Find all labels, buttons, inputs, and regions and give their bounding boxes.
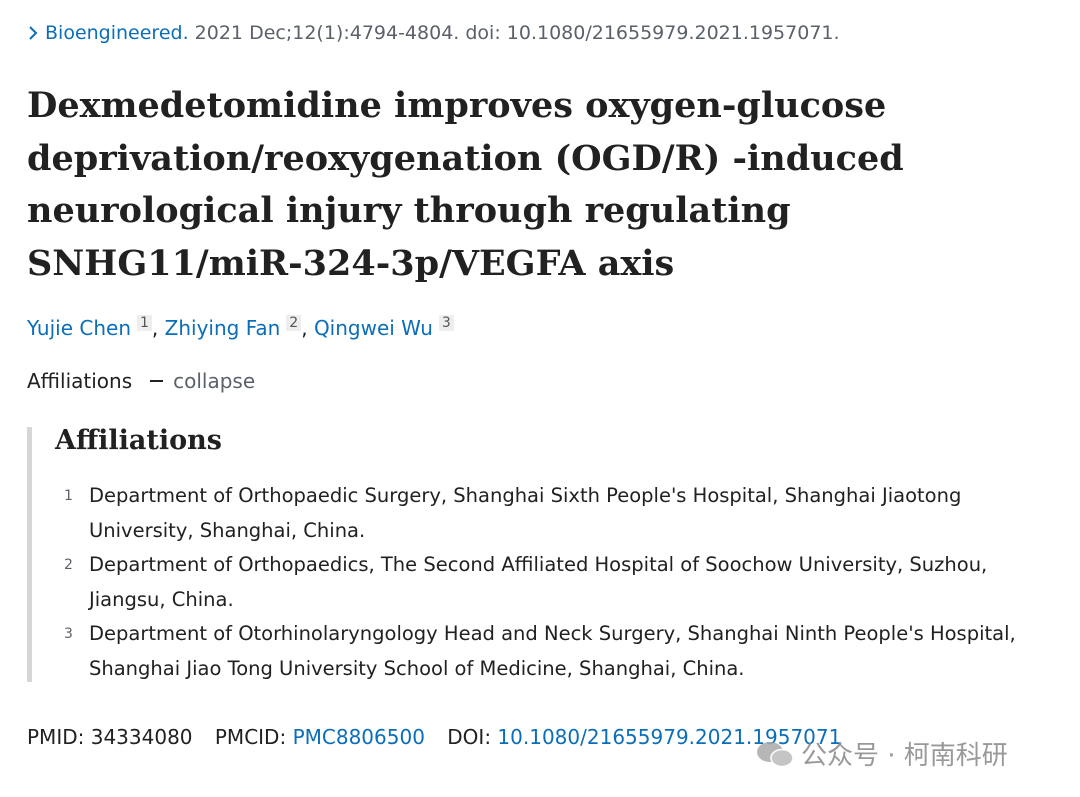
affiliation-ref[interactable]: 1: [137, 315, 152, 331]
author-link[interactable]: Yujie Chen: [27, 316, 131, 340]
chevron-icon: [29, 26, 38, 40]
wechat-icon: [757, 742, 794, 768]
doi-link[interactable]: 10.1080/21655979.2021.1957071: [497, 725, 842, 749]
affiliation-ref[interactable]: 2: [286, 315, 302, 331]
doi-label: DOI:: [447, 725, 492, 749]
watermark-text: 公众号 · 柯南科研: [801, 741, 1008, 771]
pmid-label: PMID:: [27, 725, 85, 749]
affiliations-toggle[interactable]: Affiliations collapse: [27, 369, 255, 393]
toggle-action: collapse: [173, 369, 256, 393]
collapse-icon: [150, 380, 164, 382]
affiliation-ref[interactable]: 3: [438, 315, 454, 331]
separator: ,: [301, 316, 308, 340]
identifiers: PMID: 34334080 PMCID: PMC8806500 DOI: 10…: [27, 725, 841, 749]
pmcid-label: PMCID:: [214, 725, 287, 749]
author-link[interactable]: Zhiying Fan: [164, 316, 281, 340]
authors: Yujie Chen 1, Zhiying Fan 2, Qingwei Wu 3: [27, 315, 454, 340]
affiliations-heading: Affiliations: [55, 425, 222, 456]
affiliation-item: 1 Department of Orthopaedic Surgery, Shan…: [64, 479, 1054, 548]
article-title: Dexmedetomidine improves oxygen-glucose …: [27, 85, 904, 284]
affiliation-item: 3 Department of Otorhinolaryngology Head …: [64, 617, 1054, 686]
affiliations-list: 1 Department of Orthopaedic Surgery, Shan…: [64, 479, 1054, 686]
pmcid-link[interactable]: PMC8806500: [292, 725, 425, 749]
citation: Bioengineered. 2021 Dec;12(1):4794-4804.…: [27, 22, 840, 44]
watermark: 公众号 · 柯南科研: [755, 735, 1008, 772]
affiliations-panel: Affiliations 1 Department of Orthopaedic …: [27, 425, 1062, 682]
affiliation-number: 2: [64, 557, 73, 573]
affiliation-number: 1: [64, 488, 73, 504]
affiliation-text: Department of Orthopaedic Surgery, Shang…: [89, 484, 962, 542]
journal-link[interactable]: Bioengineered.: [45, 22, 189, 44]
separator: ,: [151, 316, 159, 340]
affiliation-number: 3: [64, 626, 73, 642]
affiliation-text: Department of Orthopaedics, The Second A…: [89, 553, 988, 611]
affiliation-text: Department of Otorhinolaryngology Head a…: [89, 622, 1016, 680]
pmid: 34334080: [90, 725, 193, 749]
author-link[interactable]: Qingwei Wu: [313, 316, 433, 340]
toggle-label: Affiliations: [27, 369, 133, 393]
affiliation-item: 2 Department of Orthopaedics, The Second …: [64, 548, 1054, 617]
citation-details: 2021 Dec;12(1):4794-4804. doi: 10.1080/2…: [194, 22, 840, 44]
